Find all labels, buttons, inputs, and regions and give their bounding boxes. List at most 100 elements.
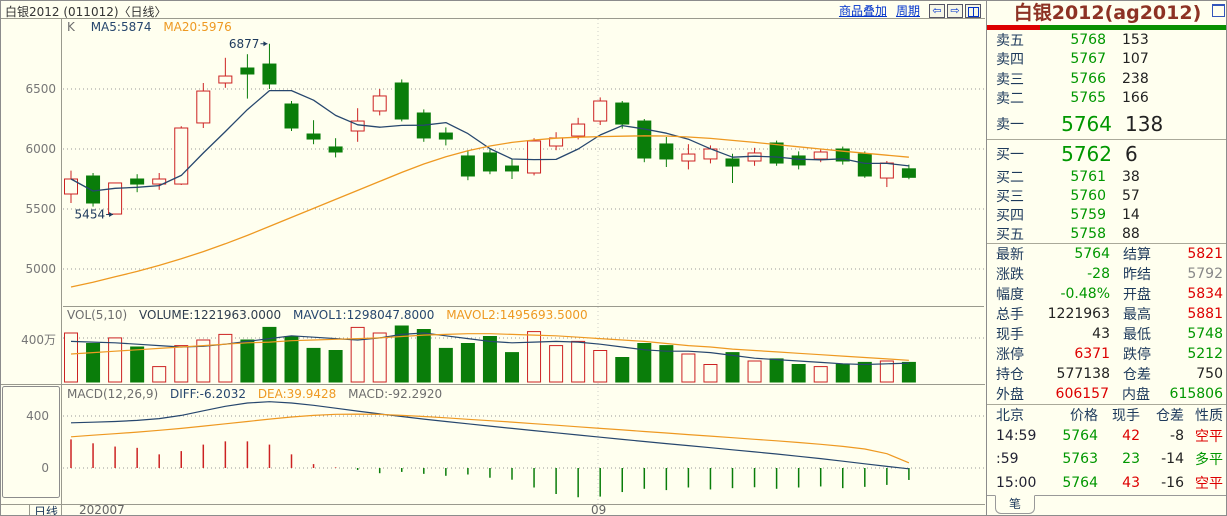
best-ask-row[interactable]: 卖一 5764 138	[987, 108, 1226, 139]
volume-bar	[571, 340, 586, 383]
price-annotation: 5454	[75, 208, 106, 222]
volume-bar	[196, 339, 211, 383]
scroll-left-button[interactable]: ⇦	[929, 3, 945, 18]
best-bid-row[interactable]: 买一 5762 6	[987, 140, 1226, 167]
stat-value: 606157	[1055, 386, 1109, 402]
stat-value: 5792	[1187, 266, 1223, 282]
best-bid-price[interactable]: 5762	[1061, 141, 1112, 166]
bid-volume: 57	[1122, 187, 1140, 204]
mavol1-value: MAVOL1:1298047.8000	[292, 308, 435, 322]
mavol2-value: MAVOL2:1495693.5000	[446, 308, 588, 322]
tick-price: 5764	[1062, 474, 1098, 491]
stat-row: 总手 1221963 最高 5881	[987, 304, 1226, 324]
candle-body	[108, 182, 123, 215]
candle-body	[571, 123, 586, 137]
stat-label: 跌停	[1123, 347, 1151, 363]
candle-body	[218, 75, 233, 84]
ma20-line	[70, 135, 909, 288]
best-ask-price[interactable]: 5764	[1061, 111, 1112, 136]
volume-bar	[703, 364, 718, 383]
quote-stats: 最新 5764 结算 5821 涨跌 -28 昨结 5792 幅度 -0.48% 开盘 5834 总手 1…	[987, 244, 1226, 404]
stat-value: 43	[1092, 326, 1110, 342]
tick-nature: 多平	[1195, 452, 1223, 469]
volume-bar	[306, 347, 321, 383]
stat-row: 涨跌 -28 昨结 5792	[987, 264, 1226, 284]
stat-label: 仓差	[1123, 367, 1151, 383]
ask-row[interactable]: 卖二 5765 166	[987, 89, 1226, 109]
volume-bar	[527, 331, 542, 383]
right-arrow-icon: ⇨	[950, 3, 960, 17]
macd-diff-line	[70, 401, 909, 470]
candle-body	[394, 82, 409, 120]
bid-levels: 买一 5762 6 买二 5761 38 买三 5760 57 买四 5759 14 买五 5758 88	[987, 140, 1226, 243]
volume-bar	[372, 332, 387, 383]
macd-dea-line	[70, 413, 910, 464]
macd-indicator-label: MACD(12,26,9)	[67, 387, 159, 401]
tick-time: 14:59	[996, 427, 1037, 444]
bid-price[interactable]: 5761	[1070, 168, 1106, 185]
maximize-icon[interactable]	[1212, 4, 1225, 17]
macd-ytick-0: 0	[41, 461, 49, 475]
ask-row[interactable]: 卖五 5768 153	[987, 30, 1226, 50]
scroll-right-button[interactable]: ⇨	[947, 3, 963, 18]
volume-bar	[240, 339, 255, 383]
candle-body	[284, 103, 299, 129]
period-link[interactable]: 周期	[895, 4, 920, 18]
macd-ytick-400: 400	[26, 409, 49, 423]
volume-bar	[835, 364, 850, 383]
bid-row[interactable]: 买三 5760 57	[987, 186, 1226, 205]
tick-list: 北京 价格 现手 仓差 性质 14:59 5764 42 -8 空平:59 5763 23 -14 多平 1…	[987, 405, 1226, 495]
volume-bar	[174, 345, 189, 383]
ask-price[interactable]: 5768	[1070, 31, 1106, 48]
stat-row: 幅度 -0.48% 开盘 5834	[987, 284, 1226, 304]
ma5-value: MA5:5874	[90, 20, 152, 34]
candle-body	[482, 152, 497, 172]
volume-bar	[108, 337, 123, 383]
candle-body	[505, 165, 519, 172]
candle-body	[681, 153, 696, 162]
ask-price[interactable]: 5767	[1070, 51, 1106, 68]
stat-label: 最低	[1123, 327, 1151, 343]
candle-body	[725, 158, 740, 167]
bid-price[interactable]: 5759	[1070, 206, 1106, 223]
tick-price: 5764	[1062, 427, 1098, 444]
stat-value: 615806	[1169, 386, 1223, 402]
candle-body	[527, 140, 542, 174]
stat-row: 最新 5764 结算 5821	[987, 244, 1226, 264]
candle-body	[901, 168, 916, 178]
tick-row: :59 5763 23 -14 多平	[987, 448, 1226, 472]
candle-body	[152, 178, 167, 185]
bid-row[interactable]: 买二 5761 38	[987, 167, 1226, 186]
bid-row[interactable]: 买五 5758 88	[987, 224, 1226, 243]
ask-price[interactable]: 5766	[1070, 70, 1106, 87]
overlay-commodity-link[interactable]: 商品叠加	[838, 4, 887, 18]
ask-price[interactable]: 5765	[1070, 90, 1106, 107]
ask-level-label: 卖五	[996, 32, 1024, 49]
k-ytick-5000: 5000	[25, 262, 56, 276]
stat-value: 5212	[1187, 346, 1223, 362]
stat-value: 577138	[1056, 366, 1110, 382]
tick-oi-change: -14	[1161, 451, 1184, 468]
bid-price[interactable]: 5758	[1070, 225, 1106, 242]
bid-level-label: 买一	[996, 146, 1024, 163]
bid-price[interactable]: 5760	[1070, 187, 1106, 204]
volume-bar	[857, 361, 872, 383]
ask-row[interactable]: 卖三 5766 238	[987, 69, 1226, 89]
volume-bar	[659, 345, 674, 383]
bid-level-label: 买三	[996, 188, 1024, 205]
chart-title: 白银2012 (011012)〈日线〉	[5, 5, 167, 19]
tab-tick-detail[interactable]: 笔	[995, 494, 1035, 514]
bid-row[interactable]: 买四 5759 14	[987, 205, 1226, 224]
ask-row[interactable]: 卖四 5767 107	[987, 50, 1226, 70]
stat-row: 涨停 6371 跌停 5212	[987, 344, 1226, 364]
stat-row: 外盘 606157 内盘 615806	[987, 384, 1226, 404]
split-window-button[interactable]	[965, 3, 981, 18]
period-label[interactable]: 日线	[33, 505, 58, 516]
volume-bar	[747, 360, 762, 383]
candle-body	[196, 90, 211, 124]
price-chart-svg[interactable]: 6877 5454	[1, 1, 986, 516]
ask-volume: 107	[1122, 51, 1149, 68]
ask-volume: 153	[1122, 31, 1149, 48]
candle-body	[438, 132, 453, 140]
